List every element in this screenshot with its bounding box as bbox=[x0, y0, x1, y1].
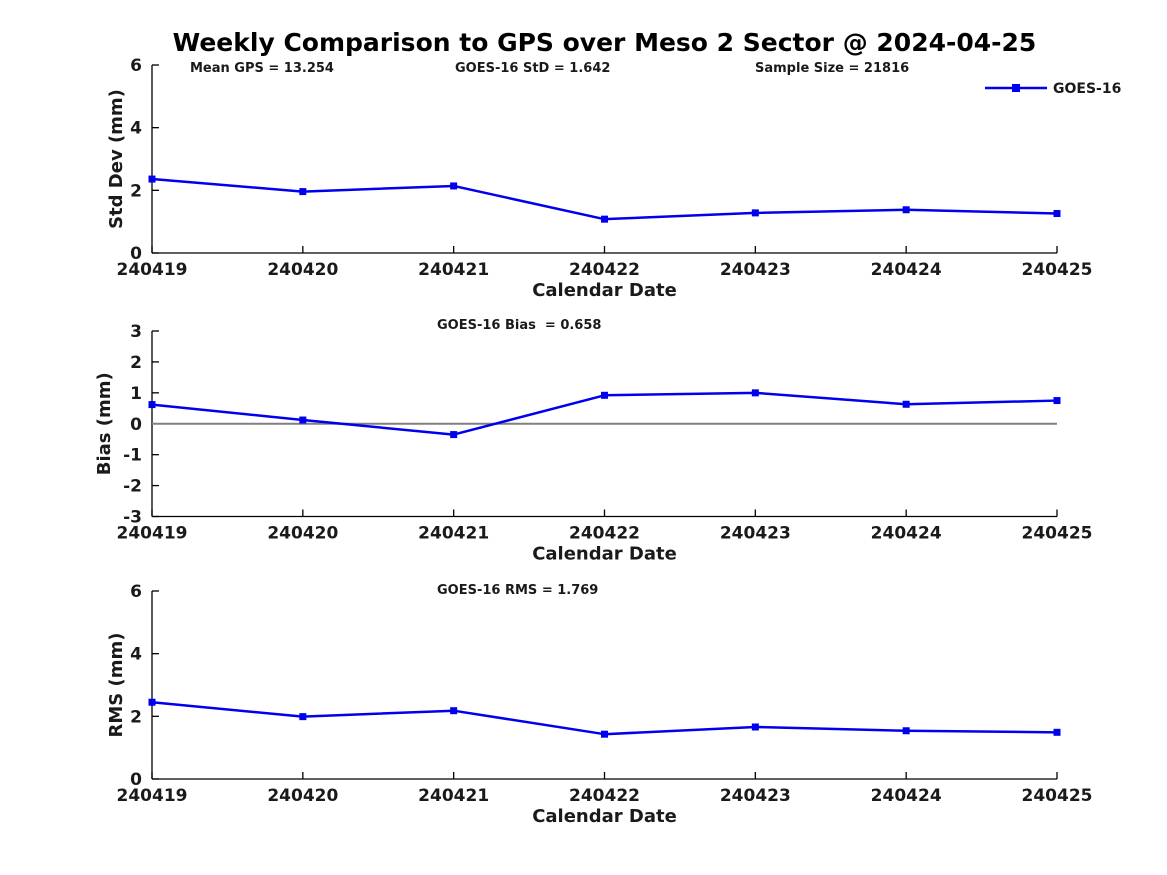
x-tick-label: 240419 bbox=[117, 786, 188, 806]
y-tick-label: 2 bbox=[130, 181, 142, 201]
data-point-marker bbox=[1053, 728, 1061, 736]
subplot-rms: 0 2 4 6 240419 240420 240421 240422 240423 240424… bbox=[106, 582, 1092, 827]
y-axis-label: Bias (mm) bbox=[94, 372, 115, 475]
data-point-marker bbox=[1053, 397, 1061, 405]
x-tick-label: 240424 bbox=[871, 786, 942, 806]
data-point-marker bbox=[148, 401, 156, 409]
data-point-marker bbox=[601, 730, 608, 738]
y-tick-label: 3 bbox=[130, 322, 142, 342]
x-tick-label: 240421 bbox=[418, 524, 489, 544]
y-tick-label: 0 bbox=[130, 415, 142, 435]
y-tick-label: 0 bbox=[130, 770, 142, 790]
y-axis-label: RMS (mm) bbox=[106, 633, 127, 738]
y-tick-label: -2 bbox=[123, 477, 142, 497]
x-tick-label: 240422 bbox=[569, 786, 640, 806]
x-tick-label: 240421 bbox=[418, 260, 489, 280]
data-point-marker bbox=[299, 188, 307, 196]
annotation-text: GOES-16 Bias = 0.658 bbox=[437, 318, 601, 333]
data-point-marker bbox=[751, 389, 759, 397]
x-tick-label: 240424 bbox=[871, 260, 942, 280]
data-point-marker bbox=[148, 175, 156, 183]
data-point-marker bbox=[902, 400, 910, 408]
x-tick-label: 240420 bbox=[267, 786, 338, 806]
y-tick-label: 0 bbox=[130, 244, 142, 264]
data-point-marker bbox=[601, 215, 608, 223]
x-tick-label: 240425 bbox=[1022, 260, 1093, 280]
figure-title: Weekly Comparison to GPS over Meso 2 Sec… bbox=[172, 28, 1037, 57]
y-tick-label: 4 bbox=[130, 645, 142, 665]
series-line bbox=[151, 700, 1058, 736]
x-tick-label: 240423 bbox=[720, 260, 791, 280]
subplot-bias: -3 -2 -1 0 1 2 3 240419 240420 240421 240422 240423… bbox=[94, 318, 1092, 565]
series-line bbox=[151, 177, 1058, 221]
x-tick-label: 240419 bbox=[117, 260, 188, 280]
x-axis-label: Calendar Date bbox=[532, 280, 677, 301]
data-point-marker bbox=[1053, 210, 1061, 218]
annotation-text: Sample Size = 21816 bbox=[755, 61, 909, 76]
y-tick-label: 1 bbox=[130, 384, 142, 404]
x-axis-label: Calendar Date bbox=[532, 544, 677, 565]
legend-label: GOES-16 bbox=[1053, 81, 1121, 97]
x-tick-label: 240425 bbox=[1022, 786, 1093, 806]
y-tick-label: -3 bbox=[123, 508, 142, 528]
x-tick-label: 240420 bbox=[267, 260, 338, 280]
annotation-text: GOES-16 StD = 1.642 bbox=[455, 61, 610, 76]
data-point-marker bbox=[902, 206, 910, 214]
subplot-std-dev: 0 2 4 6 240419 240420 240421 240422 240423 240424… bbox=[106, 56, 1121, 301]
data-point-marker bbox=[148, 698, 156, 706]
legend-marker bbox=[1012, 84, 1020, 92]
series-line bbox=[151, 391, 1058, 436]
x-tick-label: 240421 bbox=[418, 786, 489, 806]
x-tick-label: 240423 bbox=[720, 524, 791, 544]
data-point-marker bbox=[450, 431, 458, 439]
data-point-marker bbox=[601, 391, 608, 399]
data-point-marker bbox=[299, 416, 307, 424]
y-tick-label: 2 bbox=[130, 707, 142, 727]
data-point-marker bbox=[751, 723, 759, 731]
annotation-text: GOES-16 RMS = 1.769 bbox=[437, 583, 598, 598]
data-point-marker bbox=[450, 707, 458, 715]
x-tick-label: 240420 bbox=[267, 524, 338, 544]
y-tick-label: 6 bbox=[130, 56, 142, 76]
data-point-marker bbox=[902, 727, 910, 735]
x-tick-label: 240424 bbox=[871, 524, 942, 544]
legend: GOES-16 bbox=[985, 81, 1121, 97]
data-point-marker bbox=[450, 182, 458, 190]
y-tick-label: 2 bbox=[130, 353, 142, 373]
y-tick-label: 4 bbox=[130, 119, 142, 139]
annotation-text: Mean GPS = 13.254 bbox=[190, 61, 334, 76]
data-point-marker bbox=[751, 209, 759, 217]
y-tick-label: 6 bbox=[130, 582, 142, 602]
x-tick-label: 240425 bbox=[1022, 524, 1093, 544]
data-point-marker bbox=[299, 713, 307, 721]
y-tick-label: -1 bbox=[123, 446, 142, 466]
x-tick-label: 240422 bbox=[569, 260, 640, 280]
x-tick-label: 240422 bbox=[569, 524, 640, 544]
x-tick-label: 240423 bbox=[720, 786, 791, 806]
x-axis-label: Calendar Date bbox=[532, 806, 677, 827]
y-axis-label: Std Dev (mm) bbox=[106, 89, 127, 229]
x-tick-label: 240419 bbox=[117, 524, 188, 544]
